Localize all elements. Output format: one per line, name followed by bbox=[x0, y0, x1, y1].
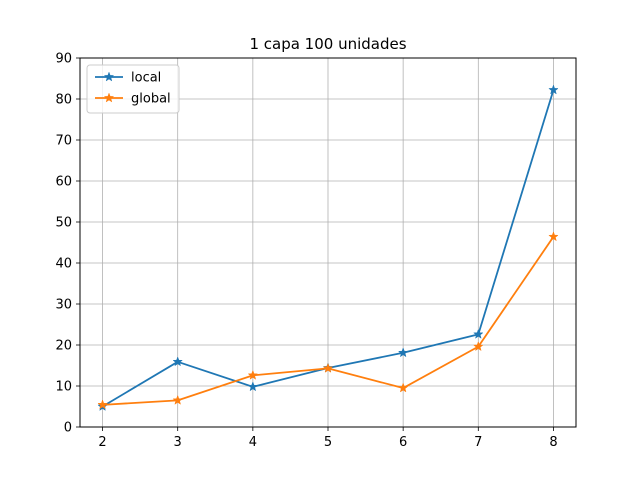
chart-title: 1 capa 100 unidades bbox=[249, 35, 406, 53]
data-point-local bbox=[473, 328, 484, 339]
data-point-global bbox=[397, 382, 409, 393]
series-global bbox=[97, 231, 559, 410]
legend-marker-global bbox=[103, 92, 115, 103]
x-tick-label: 3 bbox=[174, 435, 182, 450]
data-point-local bbox=[172, 356, 183, 367]
legend-entry-local: local bbox=[95, 71, 161, 86]
x-tick-label: 8 bbox=[549, 435, 557, 450]
x-tick-label: 7 bbox=[474, 435, 482, 450]
legend-marker-local bbox=[103, 71, 115, 82]
y-tick-label: 70 bbox=[55, 134, 72, 149]
y-tick-label: 40 bbox=[55, 257, 72, 272]
y-tick-label: 60 bbox=[55, 175, 72, 190]
y-tick-label: 20 bbox=[55, 339, 72, 354]
y-tick-label: 50 bbox=[55, 216, 72, 231]
data-point-global bbox=[97, 399, 108, 410]
y-tick-label: 80 bbox=[55, 93, 72, 108]
y-tick-label: 90 bbox=[55, 52, 72, 67]
y-tick-label: 0 bbox=[64, 421, 72, 436]
data-point-local bbox=[548, 84, 559, 95]
legend-entry-global: global bbox=[95, 92, 171, 107]
legend-label-local: local bbox=[131, 71, 161, 86]
x-tick-label: 4 bbox=[249, 435, 257, 450]
data-point-global bbox=[322, 362, 334, 373]
data-point-global bbox=[172, 394, 183, 405]
data-point-global bbox=[247, 369, 259, 380]
data-point-global bbox=[548, 231, 559, 242]
x-tick-label: 5 bbox=[324, 435, 332, 450]
data-point-global bbox=[473, 341, 484, 352]
x-tick-label: 6 bbox=[399, 435, 407, 450]
y-tick-label: 10 bbox=[55, 380, 72, 395]
data-point-local bbox=[247, 381, 259, 392]
y-tick-label: 30 bbox=[55, 298, 72, 313]
series-layer bbox=[97, 84, 559, 411]
legend-label-global: global bbox=[131, 92, 171, 107]
data-point-local bbox=[397, 347, 409, 358]
legend: local global bbox=[86, 64, 180, 114]
x-tick-label: 2 bbox=[98, 435, 106, 450]
